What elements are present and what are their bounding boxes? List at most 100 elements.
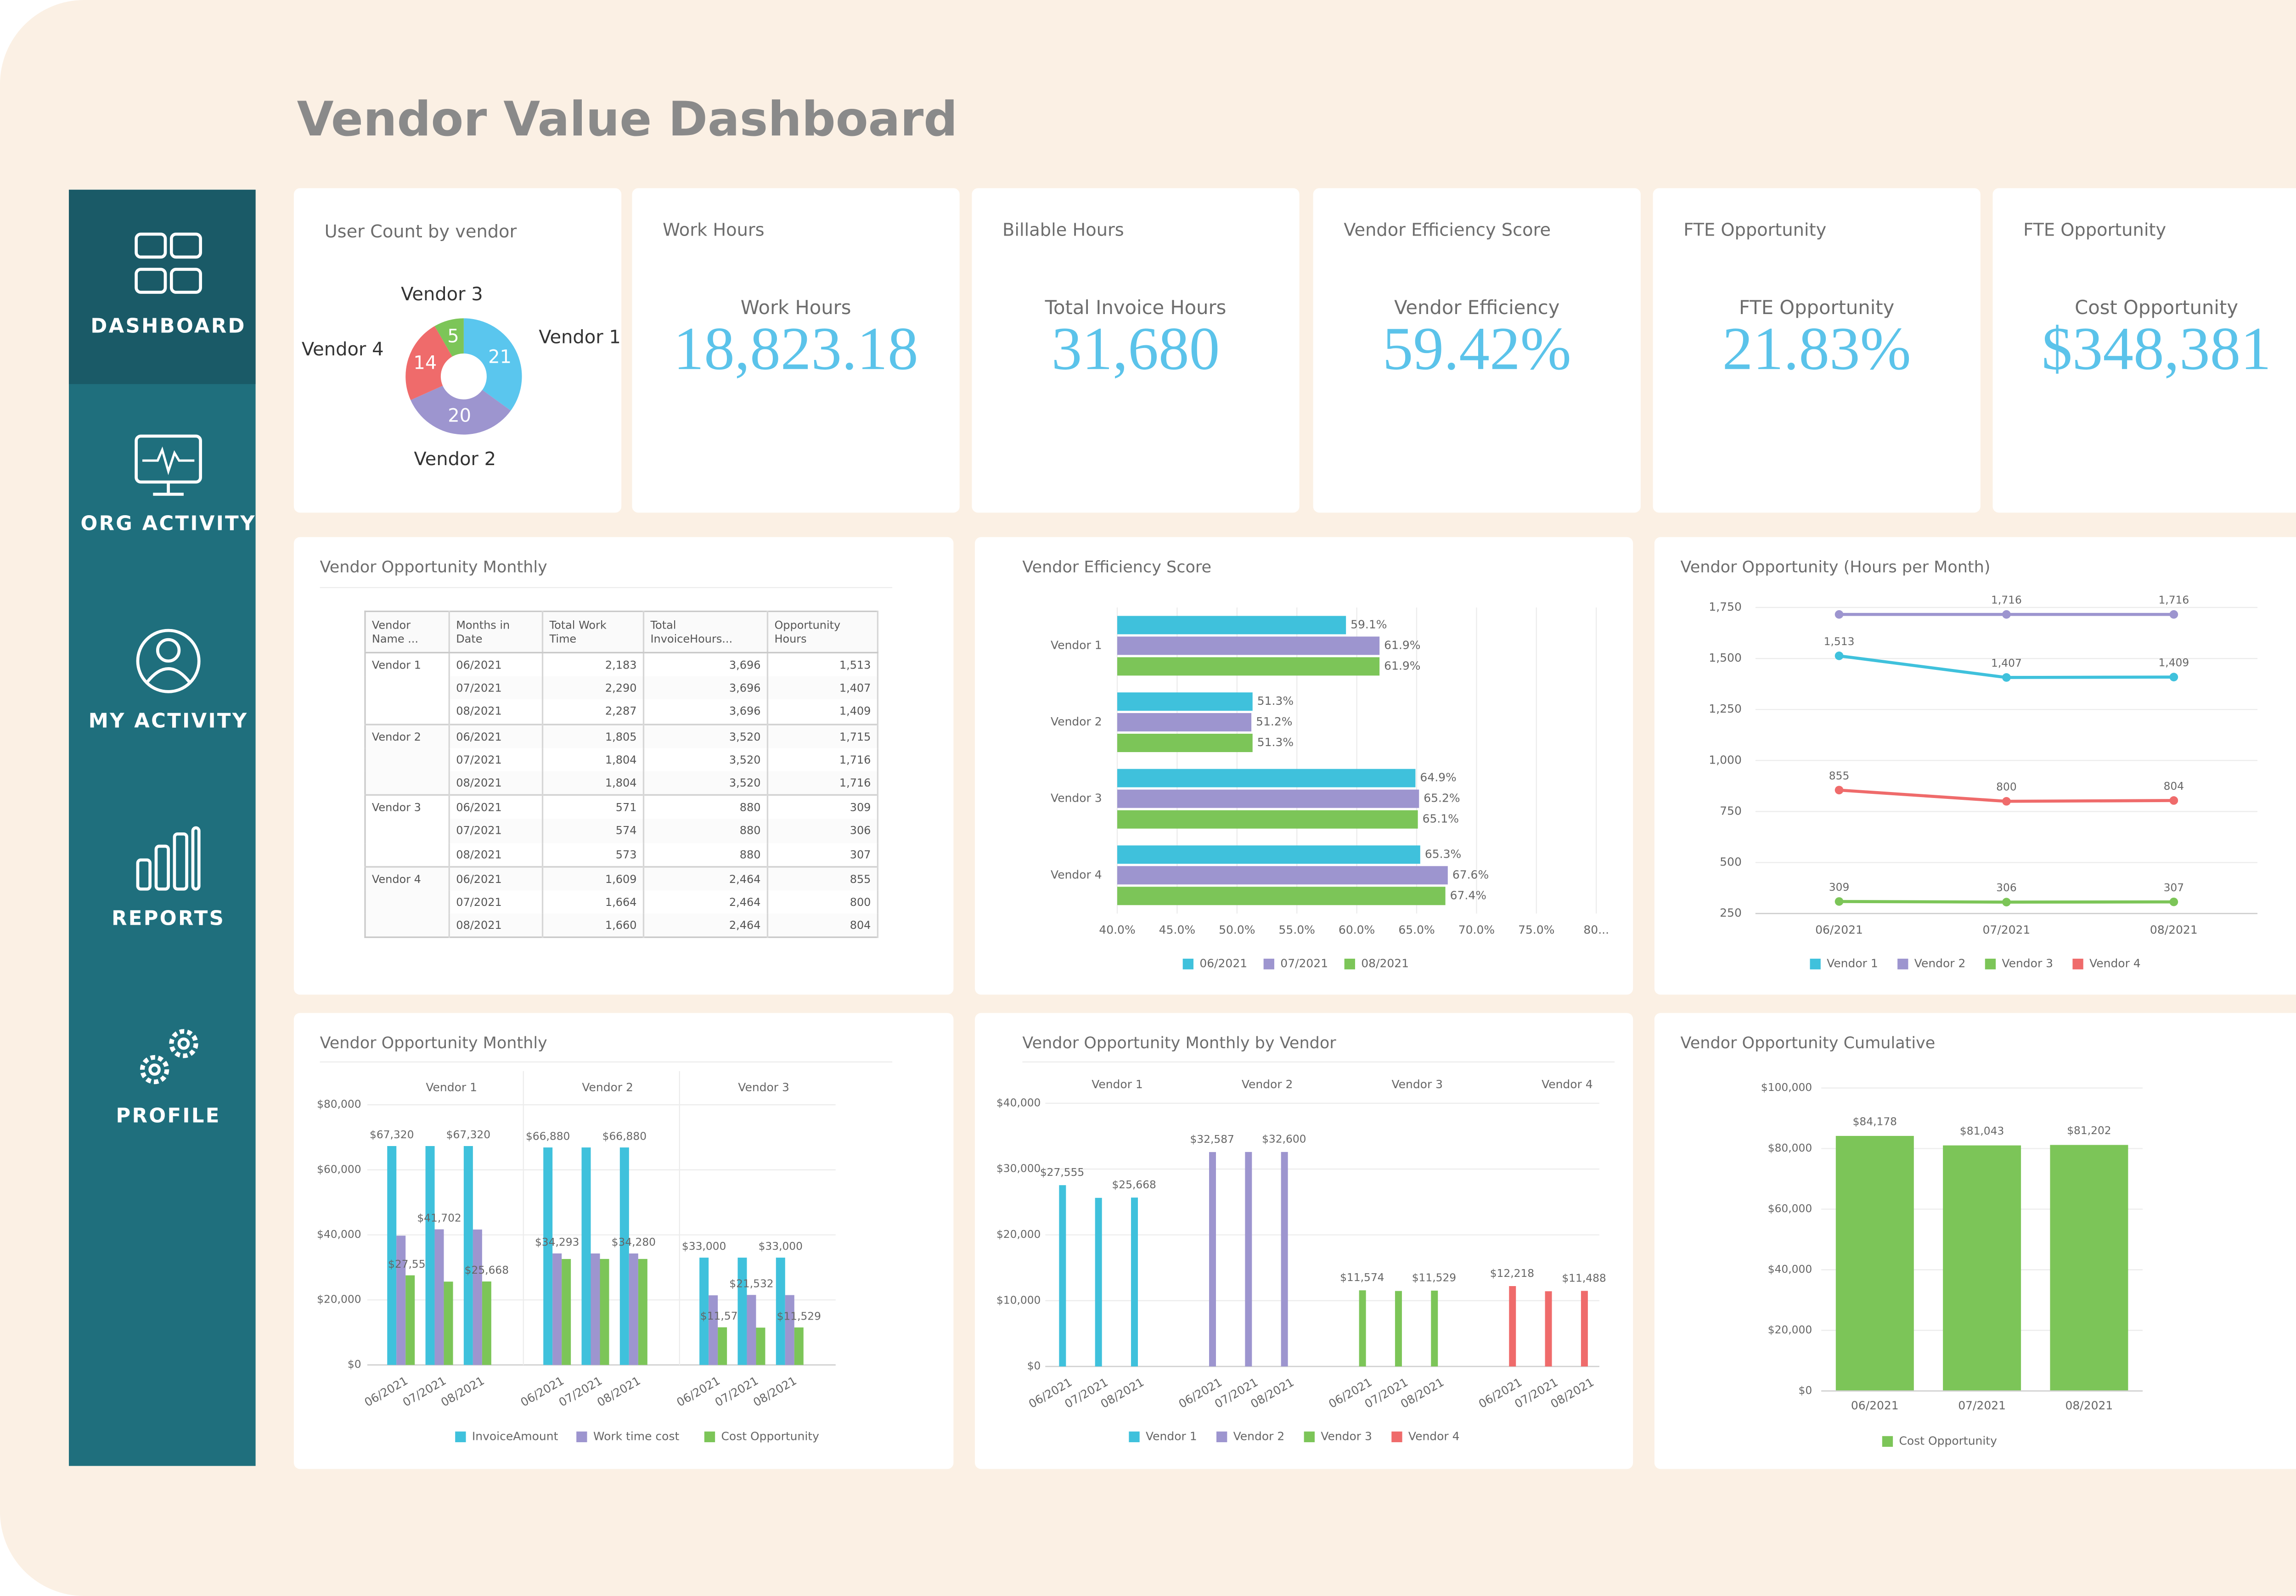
table-cell: 07/2021 bbox=[449, 676, 544, 700]
bar bbox=[1581, 1291, 1588, 1367]
y-tick-label: $0 bbox=[348, 1358, 361, 1371]
x-tick-label: 60.0% bbox=[1339, 923, 1375, 936]
table-row: 07/2021 2,290 3,696 1,407 bbox=[365, 676, 879, 700]
table-cell: 1,609 bbox=[542, 865, 645, 891]
legend-swatch bbox=[455, 1431, 466, 1443]
kpi-title: Vendor Efficiency Score bbox=[1344, 220, 1551, 241]
table-row: 08/2021 1,804 3,520 1,716 bbox=[365, 771, 879, 795]
point bbox=[2169, 673, 2178, 681]
kpi-label: Total Invoice Hours bbox=[1045, 296, 1227, 319]
slice-label: Vendor 2 bbox=[414, 449, 496, 470]
bar bbox=[747, 1295, 756, 1365]
bar bbox=[444, 1281, 453, 1365]
value-label: 67.6% bbox=[1452, 868, 1489, 881]
column-header: Total InvoiceHours... bbox=[643, 611, 769, 654]
value-label: $11,529 bbox=[777, 1310, 821, 1322]
bar bbox=[776, 1258, 785, 1365]
table-cell: 08/2021 bbox=[449, 771, 544, 795]
value-label: $12,218 bbox=[1490, 1267, 1534, 1280]
icon-my-activity bbox=[136, 629, 201, 693]
table-cell: 2,183 bbox=[542, 652, 645, 677]
y-tick-label: 1,500 bbox=[1709, 651, 1742, 664]
legend-label: Vendor 4 bbox=[1408, 1429, 1460, 1443]
value-label: $67,320 bbox=[370, 1129, 414, 1141]
value-label: $32,587 bbox=[1190, 1133, 1234, 1146]
column-header: Total Work Time bbox=[542, 611, 645, 654]
nav-label: DASHBOARD bbox=[90, 315, 246, 338]
bar bbox=[396, 1236, 406, 1365]
value-label: $27,555 bbox=[1040, 1166, 1084, 1179]
legend-label: 08/2021 bbox=[1361, 957, 1409, 970]
kpi-label: Vendor Efficiency bbox=[1394, 296, 1559, 319]
bar bbox=[718, 1327, 727, 1365]
table-row: Vendor 3 06/2021 571 880 309 bbox=[365, 794, 879, 866]
table-cell: 1,407 bbox=[767, 676, 879, 700]
y-tick-label: $100,000 bbox=[1761, 1081, 1812, 1094]
table-cell: 3,696 bbox=[643, 700, 769, 724]
point bbox=[2002, 797, 2011, 806]
legend-swatch bbox=[704, 1431, 715, 1443]
legend-swatch bbox=[1182, 958, 1194, 970]
value-label: 1,716 bbox=[1991, 594, 2022, 607]
panel bbox=[632, 188, 960, 513]
legend-swatch bbox=[1216, 1431, 1227, 1443]
panel bbox=[1654, 537, 2296, 995]
table-cell: 880 bbox=[643, 794, 769, 820]
table-cell: 08/2021 bbox=[449, 842, 544, 866]
table-cell: 1,805 bbox=[542, 723, 645, 748]
value-label: 855 bbox=[1829, 770, 1850, 782]
panel-title: Vendor Opportunity Cumulative bbox=[1681, 1034, 1936, 1052]
table-cell: 07/2021 bbox=[449, 747, 544, 771]
table-cell: 07/2021 bbox=[449, 819, 544, 843]
value-label: 59.1% bbox=[1351, 618, 1387, 631]
table-cell: 1,715 bbox=[767, 723, 879, 748]
x-tick-label: 80... bbox=[1583, 923, 1609, 936]
table-row: Vendor 4 06/2021 1,609 2,464 855 bbox=[365, 865, 879, 938]
y-tick-label: $30,000 bbox=[996, 1163, 1041, 1175]
legend-swatch bbox=[1897, 958, 1908, 970]
value-label: 1,716 bbox=[2158, 594, 2189, 607]
slice-label: Vendor 1 bbox=[539, 327, 621, 348]
point bbox=[2169, 897, 2178, 906]
panel-title: Vendor Efficiency Score bbox=[1022, 558, 1211, 576]
bar bbox=[1117, 866, 1448, 885]
point bbox=[2169, 796, 2178, 805]
kpi-value: 59.42% bbox=[1383, 315, 1571, 382]
x-tick-label: 06/2021 bbox=[1815, 923, 1863, 936]
table-cell: 06/2021 bbox=[449, 865, 544, 891]
bar bbox=[1117, 692, 1253, 711]
bar bbox=[591, 1253, 600, 1365]
value-label: 51.3% bbox=[1257, 736, 1294, 749]
legend-label: 06/2021 bbox=[1199, 957, 1247, 970]
table-cell: 06/2021 bbox=[449, 652, 544, 677]
point bbox=[2002, 673, 2011, 682]
slice-value: 21 bbox=[488, 347, 512, 368]
slice-label: Vendor 3 bbox=[401, 284, 483, 305]
bar bbox=[1117, 657, 1380, 676]
bar bbox=[1117, 636, 1380, 655]
bar bbox=[619, 1147, 629, 1365]
y-tick-label: $40,000 bbox=[1768, 1263, 1812, 1276]
value-label: $81,043 bbox=[1960, 1125, 2004, 1137]
value-label: $27,555 bbox=[388, 1258, 432, 1270]
table-cell: 1,513 bbox=[767, 652, 879, 677]
y-tick-label: $10,000 bbox=[996, 1294, 1041, 1306]
y-tick-label: 750 bbox=[1720, 804, 1742, 817]
table-header: Vendor Name ... Months in Date Total Work … bbox=[365, 611, 879, 654]
bar bbox=[1209, 1152, 1216, 1367]
table-cell: 2,290 bbox=[542, 676, 645, 700]
table-cell: 804 bbox=[767, 913, 879, 938]
panel bbox=[1992, 188, 2296, 513]
facet-label: Vendor 2 bbox=[1242, 1078, 1293, 1091]
value-label: 307 bbox=[2164, 882, 2184, 894]
legend-swatch bbox=[576, 1431, 587, 1443]
legend-label: InvoiceAmount bbox=[472, 1429, 558, 1443]
table-cell: 306 bbox=[767, 819, 879, 843]
bar bbox=[1131, 1197, 1138, 1367]
bar bbox=[581, 1147, 591, 1365]
x-tick-label: 06/2021 bbox=[1851, 1399, 1899, 1412]
panel-title: Vendor Opportunity Monthly by Vendor bbox=[1022, 1034, 1336, 1052]
table-cell: 2,287 bbox=[542, 700, 645, 724]
legend-label: Cost Opportunity bbox=[721, 1429, 819, 1443]
